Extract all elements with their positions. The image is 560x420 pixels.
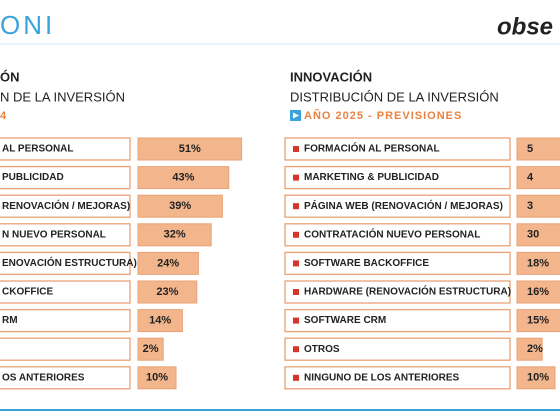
value-label: 10% <box>527 372 549 384</box>
bar <box>137 137 243 161</box>
label-box <box>0 251 131 276</box>
value-label: 43% <box>172 172 194 184</box>
label-box <box>0 337 131 361</box>
panel-title: INNOVACIÓN <box>290 69 372 84</box>
play-icon <box>293 112 299 119</box>
value-label: 24% <box>157 257 179 269</box>
panel-period: 4 <box>0 110 7 122</box>
label-box <box>284 194 511 218</box>
category-label: CONTRATACIÓN NUEVO PERSONAL <box>304 227 480 240</box>
value-label: 2% <box>527 343 543 355</box>
bullet <box>293 174 299 181</box>
label-box <box>284 280 511 304</box>
panel-title: ÓN <box>0 69 20 84</box>
label-box <box>0 366 131 390</box>
value-label: 4 <box>527 172 534 184</box>
label-box <box>284 251 511 276</box>
category-label: PÁGINA WEB (RENOVACIÓN / MEJORAS) <box>304 199 503 212</box>
label-box <box>284 366 511 390</box>
value-label: 5 <box>527 143 533 155</box>
bullet <box>293 260 299 267</box>
bar <box>137 223 212 247</box>
category-label: RM <box>2 315 18 326</box>
bullet <box>293 146 299 152</box>
value-label: 18% <box>527 257 549 269</box>
value-label: 2% <box>143 343 159 355</box>
category-label: OS ANTERIORES <box>2 372 85 383</box>
category-label: PUBLICIDAD <box>2 172 64 183</box>
category-label: HARDWARE (RENOVACIÓN ESTRUCTURA) <box>304 285 511 298</box>
category-label: SOFTWARE BACKOFFICE <box>304 258 429 269</box>
bullet <box>293 346 299 353</box>
bullet <box>293 317 299 324</box>
value-label: 16% <box>527 286 549 298</box>
bullet <box>293 231 299 238</box>
bar <box>516 251 560 275</box>
label-box <box>284 223 511 247</box>
category-label: SOFTWARE CRM <box>304 315 386 326</box>
bar <box>516 337 543 361</box>
label-box <box>0 308 131 333</box>
value-label: 23% <box>156 286 178 298</box>
label-box <box>284 165 511 190</box>
bullet <box>293 203 299 210</box>
bar <box>137 337 164 361</box>
label-box <box>284 308 511 333</box>
value-label: 39% <box>169 200 191 212</box>
bar <box>516 194 560 218</box>
bar <box>516 223 560 247</box>
label-box <box>0 280 131 304</box>
brand: obse <box>497 13 553 40</box>
value-label: 15% <box>527 315 549 327</box>
bar <box>137 280 198 304</box>
bar <box>516 137 560 161</box>
bullet <box>293 374 299 381</box>
value-label: 32% <box>164 229 186 241</box>
panel-period: AÑO 2025 - PREVISIONES <box>304 109 462 122</box>
bar <box>137 309 183 333</box>
bar <box>516 166 560 190</box>
category-label: CKOFFICE <box>2 287 53 298</box>
value-label: 10% <box>146 372 168 384</box>
value-label: 14% <box>149 315 171 327</box>
bar <box>516 366 556 390</box>
logo: ONI <box>0 10 55 40</box>
bullet <box>293 289 299 295</box>
label-box <box>0 165 131 190</box>
category-label: FORMACIÓN AL PERSONAL <box>304 142 440 155</box>
category-label: ENOVACIÓN ESTRUCTURA) <box>2 256 137 269</box>
label-box <box>0 194 131 218</box>
category-label: OTROS <box>304 344 340 355</box>
label-box <box>0 137 131 161</box>
bar <box>137 166 230 190</box>
category-label: AL PERSONAL <box>2 144 74 155</box>
category-label: N NUEVO PERSONAL <box>2 229 106 240</box>
bar <box>137 251 199 275</box>
bar <box>516 280 560 304</box>
category-label: MARKETING & PUBLICIDAD <box>304 172 439 183</box>
label-box <box>0 223 131 247</box>
value-label: 3 <box>527 200 533 212</box>
label-box <box>284 337 511 361</box>
category-label: NINGUNO DE LOS ANTERIORES <box>304 372 460 383</box>
panel-subtitle: N DE LA INVERSIÓN <box>0 89 125 104</box>
panel-subtitle: DISTRIBUCIÓN DE LA INVERSIÓN <box>290 89 499 104</box>
bar <box>137 366 177 390</box>
category-label: RENOVACIÓN / MEJORAS) <box>2 199 130 212</box>
bar <box>516 309 560 333</box>
value-label: 30 <box>527 229 539 241</box>
bar <box>137 194 223 218</box>
value-label: 51% <box>179 143 201 155</box>
label-box <box>284 137 511 161</box>
